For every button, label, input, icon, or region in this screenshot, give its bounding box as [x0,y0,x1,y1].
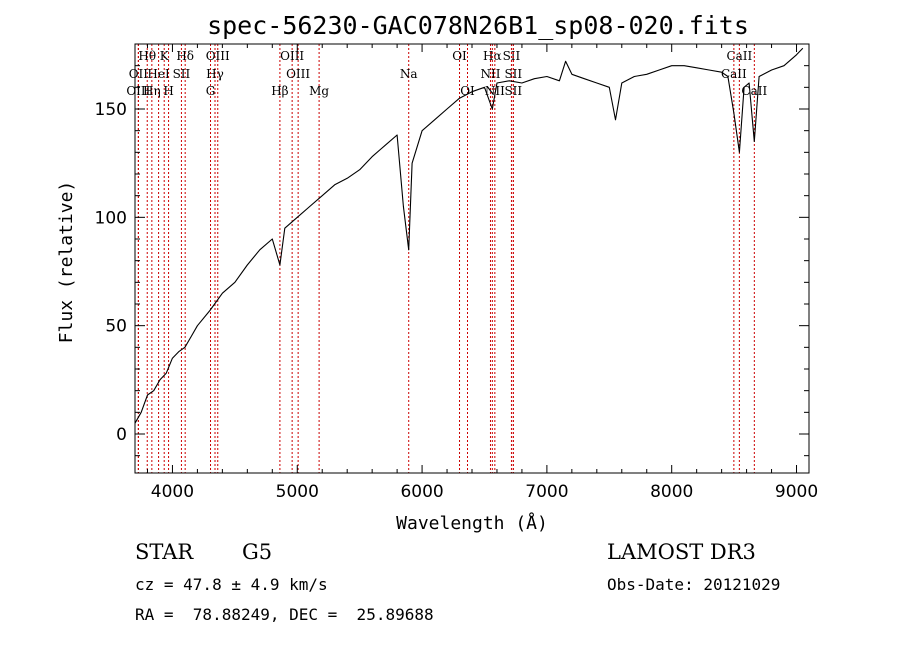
object-subclass: G5 [242,540,273,564]
y-tick-label: 0 [116,425,127,445]
survey-name: LAMOST DR3 [607,540,756,564]
line-marker-label-20: NII [480,67,500,81]
line-marker-label-18: OI [460,84,475,98]
line-marker-label-10: Hγ [206,67,224,81]
x-tick-label: 8000 [650,482,693,502]
line-marker-label-6: Hδ [176,49,194,63]
object-class: STAR [135,540,194,564]
line-marker-label-27: CaII [741,84,767,98]
spectrum-line [134,47,804,424]
line-marker-label-17: OI [452,49,467,63]
line-marker-label-26: CaII [721,67,747,81]
axis-ticks: 4000 5000 6000 7000 8000 9000 0 50 100 150 [95,44,818,502]
line-marker-label-14: Hβ [271,84,288,98]
line-marker-label-24: SII [504,84,522,98]
x-tick-label: 5000 [276,482,319,502]
line-marker-label-11: G [206,84,216,98]
line-marker-label-16: Na [400,67,418,81]
line-marker-label-13: OIII [286,67,310,81]
coordinates-text: RA = 78.88249, DEC = 25.89688 [135,605,434,624]
line-marker-label-19: Hα [483,49,502,63]
x-tick-label: 9000 [775,482,818,502]
x-tick-label: 6000 [400,482,443,502]
line-marker-label-2: OIII [126,84,150,98]
y-axis-label: Flux (relative) [56,181,77,344]
x-axis-label: Wavelength (Å) [396,512,548,534]
line-marker-label-7: SII [173,67,191,81]
obs-date-text: Obs-Date: 20121029 [607,575,781,594]
y-tick-label: 100 [95,208,127,228]
line-marker-label-0: Hθ [138,49,156,63]
y-tick-label: 150 [95,100,127,120]
y-tick-label: 50 [105,317,127,337]
line-marker-label-4: HeI [147,67,170,81]
line-marker-label-25: CaII [726,49,752,63]
line-marker-label-3: K [160,49,170,63]
line-marker-label-12: OIII [280,49,304,63]
chart-title: spec-56230-GAC078N26B1_sp08-020.fits [207,11,749,40]
line-marker-label-5: Hη [143,84,161,98]
line-marker-label-22: SII [503,49,521,63]
line-marker-label-21: NII [485,84,505,98]
redshift-text: cz = 47.8 ± 4.9 km/s [135,575,328,594]
line-marker-label-8: H [163,84,173,98]
x-tick-label: 7000 [525,482,568,502]
line-marker-label-9: OIII [206,49,230,63]
line-marker-label-15: Mg [309,84,329,98]
plot-frame [134,43,810,474]
x-tick-label: 4000 [151,482,194,502]
